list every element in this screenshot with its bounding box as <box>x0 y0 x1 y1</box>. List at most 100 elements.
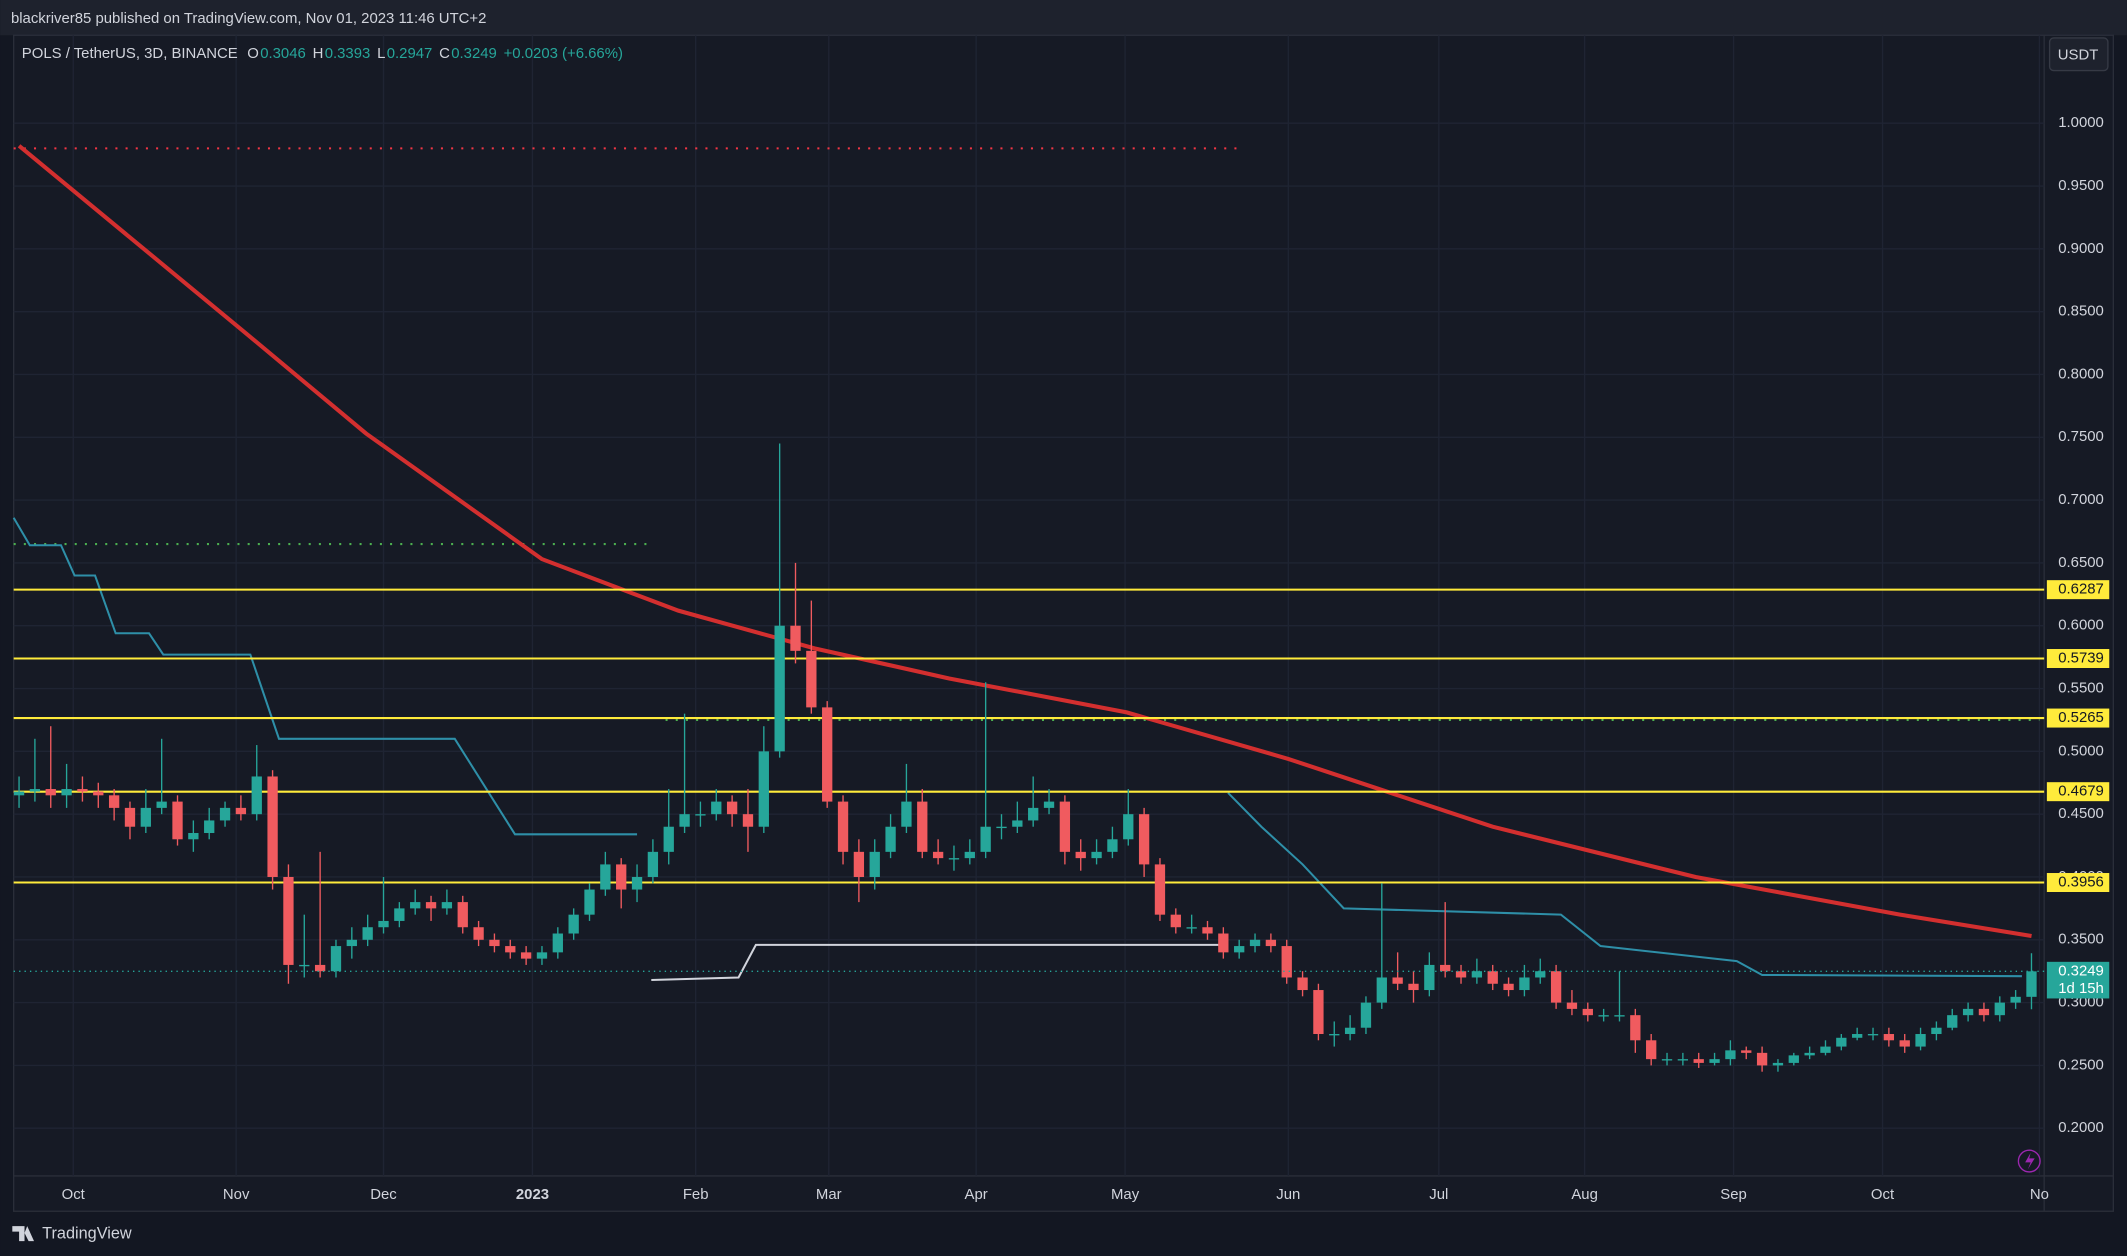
candle-body <box>172 801 183 840</box>
candle-body <box>29 789 41 792</box>
x-tick-label: Apr <box>965 1186 988 1203</box>
footer: TradingView <box>42 1225 132 1243</box>
candle-body <box>473 927 484 940</box>
candle-body <box>1360 1002 1372 1028</box>
candle-body <box>552 933 563 953</box>
candle-body <box>283 876 294 965</box>
candle-body <box>1392 977 1403 984</box>
candle-body <box>1249 939 1261 947</box>
candle-body <box>1867 1034 1879 1036</box>
candle-body <box>631 876 643 890</box>
currency-button[interactable] <box>2048 37 2109 72</box>
x-tick-label: Dec <box>370 1186 397 1203</box>
candle-body <box>1931 1027 1942 1035</box>
y-tick-label: 0.5500 <box>2058 679 2104 696</box>
candle-body <box>996 826 1007 829</box>
candle-body <box>13 791 25 796</box>
candle-body <box>711 801 722 815</box>
candle-body <box>140 807 151 827</box>
candle-body <box>1028 807 1039 821</box>
y-tick-label: 0.6000 <box>2058 617 2104 634</box>
candle-body <box>61 789 72 796</box>
candle-body <box>1424 964 1435 991</box>
legend-value: 0.2947 <box>387 45 433 62</box>
candle-body <box>1440 964 1451 972</box>
candle-body <box>584 889 595 915</box>
candle-body <box>1883 1034 1895 1041</box>
chart-frame <box>12 34 2115 1212</box>
marks <box>12 144 2045 1072</box>
candle-body <box>1455 971 1467 978</box>
bolt <box>2025 1152 2035 1170</box>
candle-body <box>726 801 738 815</box>
candle-body <box>1170 914 1181 928</box>
x-tick-label: Oct <box>1871 1186 1895 1203</box>
candle-body <box>1265 939 1277 947</box>
candle-body <box>885 826 896 852</box>
candle-body <box>806 650 817 708</box>
candle-body <box>1709 1059 1720 1063</box>
candle-body <box>1376 977 1387 1003</box>
y-tick-label: 0.7000 <box>2058 491 2104 508</box>
candle-body <box>1646 1040 1657 1060</box>
candle-body <box>1836 1037 1847 1047</box>
candle-body <box>1772 1062 1784 1066</box>
candle-body <box>568 914 579 934</box>
candle-body <box>188 833 199 840</box>
legend-key: C <box>439 45 450 62</box>
candle-body <box>1344 1027 1356 1035</box>
indicator-line <box>12 517 2022 978</box>
tv-logo <box>12 1226 35 1242</box>
candle-body <box>1535 971 1546 978</box>
candle-body <box>1154 864 1166 915</box>
candle-body <box>869 851 880 877</box>
candle-body <box>77 789 88 792</box>
price-line-badge <box>2046 649 2110 669</box>
candle-body <box>410 902 421 909</box>
candle-body <box>964 851 975 859</box>
candle-body <box>1994 1002 2005 1016</box>
candle-body <box>616 864 627 890</box>
candle-body <box>1820 1046 1831 1053</box>
candle-body <box>1503 983 1514 991</box>
indicator-line <box>17 144 2032 939</box>
candle-body <box>1630 1015 1641 1041</box>
candle-body <box>1661 1059 1673 1061</box>
candle-body <box>346 939 357 947</box>
candle-body <box>1075 851 1086 859</box>
legend-key: L <box>377 45 385 62</box>
y-tick-label: 0.8500 <box>2058 303 2104 320</box>
legend-value: 0.3046 <box>260 45 306 62</box>
candle-body <box>1582 1008 1593 1016</box>
last-price-badge <box>2046 961 2110 999</box>
candle-body <box>362 927 373 940</box>
candle-body <box>1978 1008 1990 1016</box>
candle-body <box>1091 851 1102 859</box>
candle-body <box>948 858 960 860</box>
candle-body <box>2010 996 2021 1003</box>
candle-body <box>1408 983 1419 991</box>
candle-body <box>204 820 215 834</box>
candle-body <box>695 814 706 816</box>
y-tick-label: 0.4500 <box>2058 805 2104 822</box>
price-line-label: 0.3956 <box>2058 873 2104 890</box>
currency[interactable]: USDT <box>2058 47 2099 64</box>
candle-body <box>1614 1015 1625 1017</box>
price-line-label: 0.6287 <box>2058 581 2104 598</box>
y-tick-label: 0.5000 <box>2058 742 2104 759</box>
candle-body <box>536 952 548 959</box>
candle-body <box>679 814 690 827</box>
candle-body <box>489 939 500 947</box>
candle-body <box>394 908 405 921</box>
publisher: blackriver85 published on TradingView.co… <box>11 10 486 27</box>
candle-body <box>235 807 247 815</box>
legend: POLS / TetherUS, 3D, BINANCE O 0.3046 H 0.33… <box>22 45 623 62</box>
x-tick-label: Oct <box>62 1186 86 1203</box>
candle-body <box>330 946 342 972</box>
candle-body <box>1297 977 1308 991</box>
replay-icon[interactable] <box>2017 1149 2041 1173</box>
candle-body <box>1899 1040 1910 1047</box>
y-tick-label: 0.8000 <box>2058 365 2104 382</box>
candle-body <box>1756 1052 1768 1066</box>
